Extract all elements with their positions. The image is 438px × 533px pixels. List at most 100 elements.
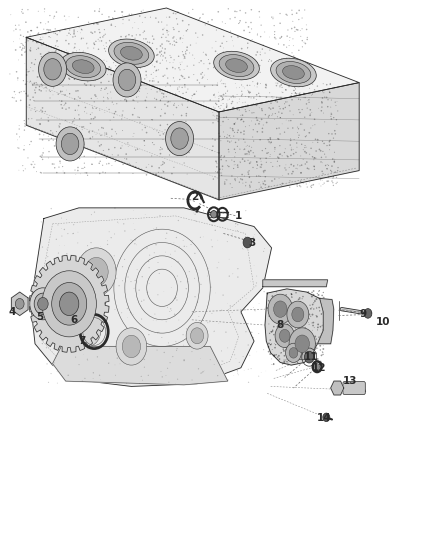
Point: [102, 38, 110, 47]
Point: [237, 158, 244, 167]
Point: [275, 294, 282, 302]
Point: [100, 41, 107, 50]
Point: [180, 330, 187, 339]
Point: [243, 142, 250, 151]
Point: [96, 343, 103, 351]
Point: [96, 142, 103, 150]
Point: [240, 245, 247, 254]
Point: [180, 159, 187, 167]
Point: [90, 20, 97, 28]
Point: [326, 138, 333, 146]
Point: [17, 31, 24, 39]
Point: [161, 348, 168, 357]
Point: [21, 43, 28, 51]
Point: [98, 84, 105, 93]
Point: [153, 95, 160, 104]
Point: [157, 95, 164, 104]
Point: [166, 13, 173, 21]
Point: [278, 334, 285, 342]
Point: [253, 158, 260, 166]
Point: [287, 141, 294, 149]
Point: [28, 27, 35, 35]
Point: [182, 117, 189, 126]
Point: [23, 71, 30, 79]
Point: [234, 264, 241, 273]
Point: [87, 134, 94, 143]
Point: [97, 86, 104, 94]
Point: [128, 10, 135, 19]
Point: [286, 33, 293, 42]
Point: [257, 181, 264, 189]
Point: [290, 135, 297, 144]
Point: [196, 14, 203, 23]
Point: [212, 172, 219, 181]
Point: [172, 379, 179, 388]
Point: [321, 321, 328, 329]
Point: [75, 110, 82, 119]
Point: [304, 104, 311, 112]
Point: [247, 94, 254, 102]
Point: [111, 276, 118, 285]
Point: [150, 224, 157, 233]
Point: [294, 128, 301, 137]
Point: [259, 128, 266, 136]
Point: [42, 68, 49, 77]
Point: [270, 311, 277, 319]
Point: [307, 106, 314, 114]
Point: [183, 88, 190, 96]
Point: [101, 128, 108, 137]
Point: [309, 138, 316, 147]
Point: [260, 41, 267, 50]
Point: [231, 351, 238, 359]
Point: [327, 112, 334, 120]
Point: [234, 367, 241, 375]
Point: [61, 168, 68, 177]
Point: [306, 310, 313, 319]
Point: [107, 64, 114, 72]
Point: [15, 144, 22, 152]
Point: [322, 153, 329, 161]
Point: [267, 135, 274, 143]
Point: [91, 98, 98, 106]
Point: [252, 306, 259, 315]
Point: [80, 34, 87, 43]
Polygon shape: [331, 381, 344, 395]
Point: [25, 68, 32, 76]
Point: [101, 85, 108, 94]
Point: [38, 217, 45, 226]
Point: [65, 29, 72, 37]
Point: [162, 33, 170, 42]
Point: [71, 60, 78, 69]
Point: [76, 115, 83, 123]
Point: [84, 171, 91, 180]
Point: [290, 312, 297, 320]
Point: [282, 313, 289, 321]
Point: [152, 310, 159, 318]
Point: [112, 61, 119, 70]
Point: [100, 97, 107, 106]
Point: [204, 75, 211, 84]
Point: [57, 87, 64, 95]
Point: [131, 225, 138, 234]
Point: [307, 304, 314, 313]
Point: [255, 172, 262, 180]
Point: [37, 19, 44, 27]
Point: [87, 119, 94, 127]
Point: [316, 286, 323, 295]
Point: [173, 233, 180, 242]
Point: [105, 145, 112, 154]
Point: [30, 93, 37, 101]
Point: [175, 216, 182, 225]
Point: [321, 335, 328, 343]
Point: [51, 142, 58, 150]
Point: [224, 131, 231, 139]
Point: [328, 130, 336, 138]
Point: [94, 69, 101, 77]
Point: [310, 298, 317, 307]
Point: [72, 285, 79, 293]
Point: [91, 114, 98, 123]
Point: [302, 132, 309, 141]
Point: [184, 43, 191, 52]
Point: [218, 306, 225, 314]
Point: [155, 328, 162, 336]
